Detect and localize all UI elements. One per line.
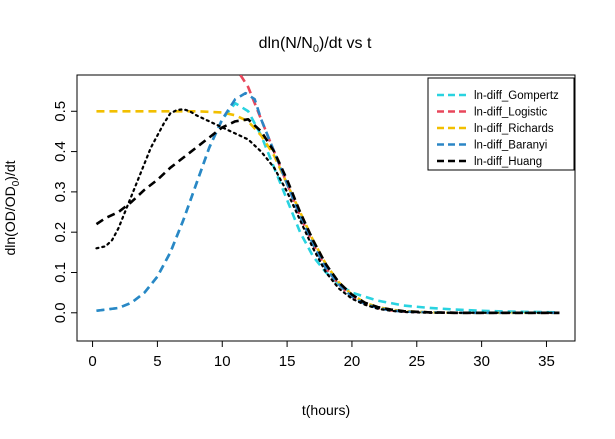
legend-label: ln-diff_Huang	[474, 156, 542, 168]
legend: ln-diff_Gompertz ln-diff_Logistic ln-diff_…	[427, 77, 575, 171]
x-axis-title: t(hours)	[302, 402, 350, 418]
x-tick-label: 25	[408, 353, 425, 370]
x-tick-label: 15	[279, 353, 296, 370]
x-tick-label: 30	[473, 353, 490, 370]
x-tick-label: 20	[344, 353, 361, 370]
legend-label: ln-diff_Logistic	[474, 107, 548, 119]
x-tick-label: 10	[214, 353, 231, 370]
y-tick-label: 0.5	[52, 101, 69, 122]
legend-box	[427, 77, 575, 171]
y-tick-label: 0.2	[52, 222, 69, 243]
x-axis: 0 5 10 15 20 25 30 35	[88, 341, 555, 370]
legend-label: ln-diff_Gompertz	[474, 90, 559, 102]
x-tick-label: 35	[538, 353, 555, 370]
series-ln-diff-baranyi	[96, 91, 560, 315]
legend-label: ln-diff_Richards	[474, 123, 554, 135]
plot-area	[76, 74, 576, 342]
y-axis: 0.0 0.1 0.2 0.3 0.4 0.5	[52, 101, 77, 323]
y-tick-label: 0.3	[52, 181, 69, 202]
series-group	[95, 75, 561, 315]
y-axis-title: dln(OD/OD0)/dt	[2, 160, 22, 255]
chart-title: dln(N/N0)/dt vs t	[259, 35, 372, 55]
x-tick-label: 5	[153, 353, 161, 370]
y-tick-label: 0.0	[52, 302, 69, 323]
legend-label: ln-diff_Baranyi	[474, 140, 547, 152]
y-tick-label: 0.1	[52, 262, 69, 283]
x-tick-label: 0	[88, 353, 96, 370]
y-tick-label: 0.4	[52, 141, 69, 162]
series-observed-dotted	[95, 108, 561, 314]
